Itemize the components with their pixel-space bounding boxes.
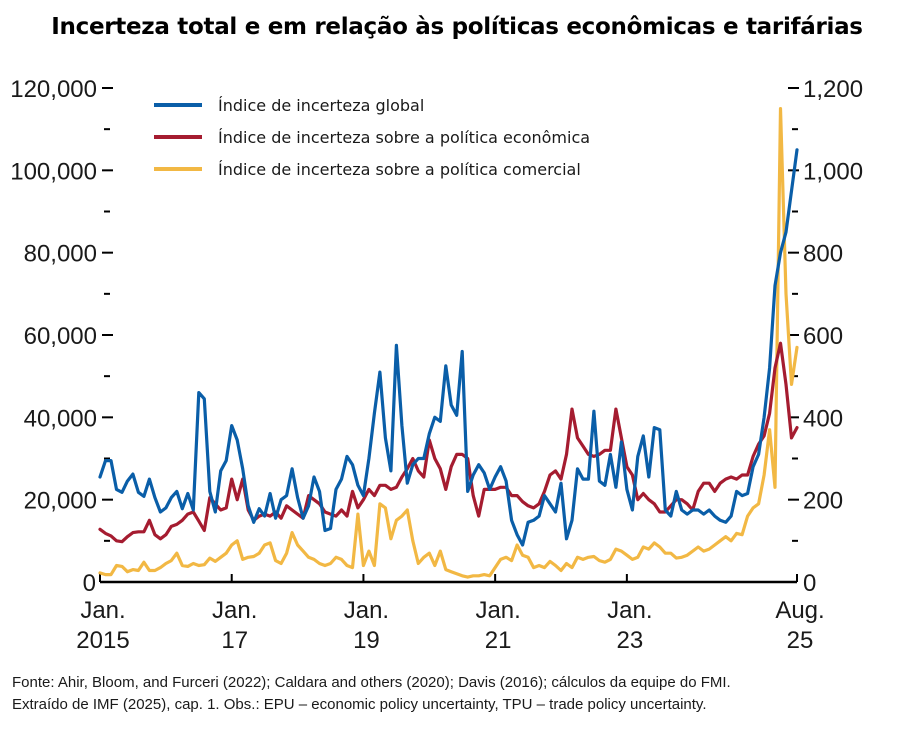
x-tick-label-month: Jan.	[80, 597, 125, 624]
left-y-axis: 0 20,000 40,000 60,000 80,000 100,000 120,000	[10, 76, 113, 597]
source-note: Fonte: Ahir, Bloom, and Furceri (2022); …	[12, 672, 731, 716]
x-tick-label-month: Aug.	[775, 597, 824, 624]
source-note-line-2: Extraído de IMF (2025), cap. 1. Obs.: EP…	[12, 696, 707, 713]
x-tick-label-year: 17	[221, 627, 248, 654]
left-tick-label: 100,000	[10, 158, 97, 185]
x-tick-label-year: 23	[617, 627, 644, 654]
left-tick-label: 20,000	[24, 488, 97, 515]
x-tick-label-year: 2015	[76, 627, 129, 654]
line-chart: 020,00040,00060,00080,000100,000120,000 …	[10, 76, 863, 654]
right-tick-label: 200	[803, 488, 843, 515]
right-tick-label: 800	[803, 241, 843, 268]
left-tick-label: 0	[83, 570, 96, 597]
x-tick-label-month: Jan.	[607, 597, 652, 624]
right-tick-label: 1,000	[803, 158, 863, 185]
left-tick-label: 80,000	[24, 241, 97, 268]
chart-title: Incerteza total e em relação às política…	[51, 14, 863, 40]
x-tick-label-month: Jan.	[212, 597, 257, 624]
left-tick-label: 120,000	[10, 76, 97, 103]
x-tick-label-year: 25	[787, 627, 814, 654]
source-note-line-1: Fonte: Ahir, Bloom, and Furceri (2022); …	[12, 674, 731, 691]
x-tick-label-month: Jan.	[344, 597, 389, 624]
right-y-axis: 0 200 400 600 800 1,000 1,200	[788, 76, 863, 597]
legend-label-economic-policy: Índice de incerteza sobre a política eco…	[218, 128, 590, 147]
series-lines	[98, 106, 799, 579]
legend-label-global: Índice de incerteza global	[218, 96, 424, 115]
legend: Índice de incerteza global Índice de ince…	[154, 96, 590, 179]
x-tick-label-month: Jan.	[475, 597, 520, 624]
series-line-trade-policy	[98, 106, 799, 579]
x-axis: Jan. 2015 Jan. 17 Jan. 19 Jan. 21 Jan. 23 Aug. 25	[76, 574, 825, 654]
right-tick-label: 1,200	[803, 76, 863, 103]
x-tick-label-year: 19	[353, 627, 380, 654]
right-tick-label: 600	[803, 323, 843, 350]
left-tick-label: 60,000	[24, 323, 97, 350]
legend-label-trade-policy: Índice de incerteza sobre a política com…	[218, 160, 581, 179]
right-tick-label: 0	[803, 570, 816, 597]
x-tick-label-year: 21	[485, 627, 512, 654]
right-tick-label: 400	[803, 405, 843, 432]
series-line-global	[98, 148, 799, 547]
left-tick-label: 40,000	[24, 405, 97, 432]
